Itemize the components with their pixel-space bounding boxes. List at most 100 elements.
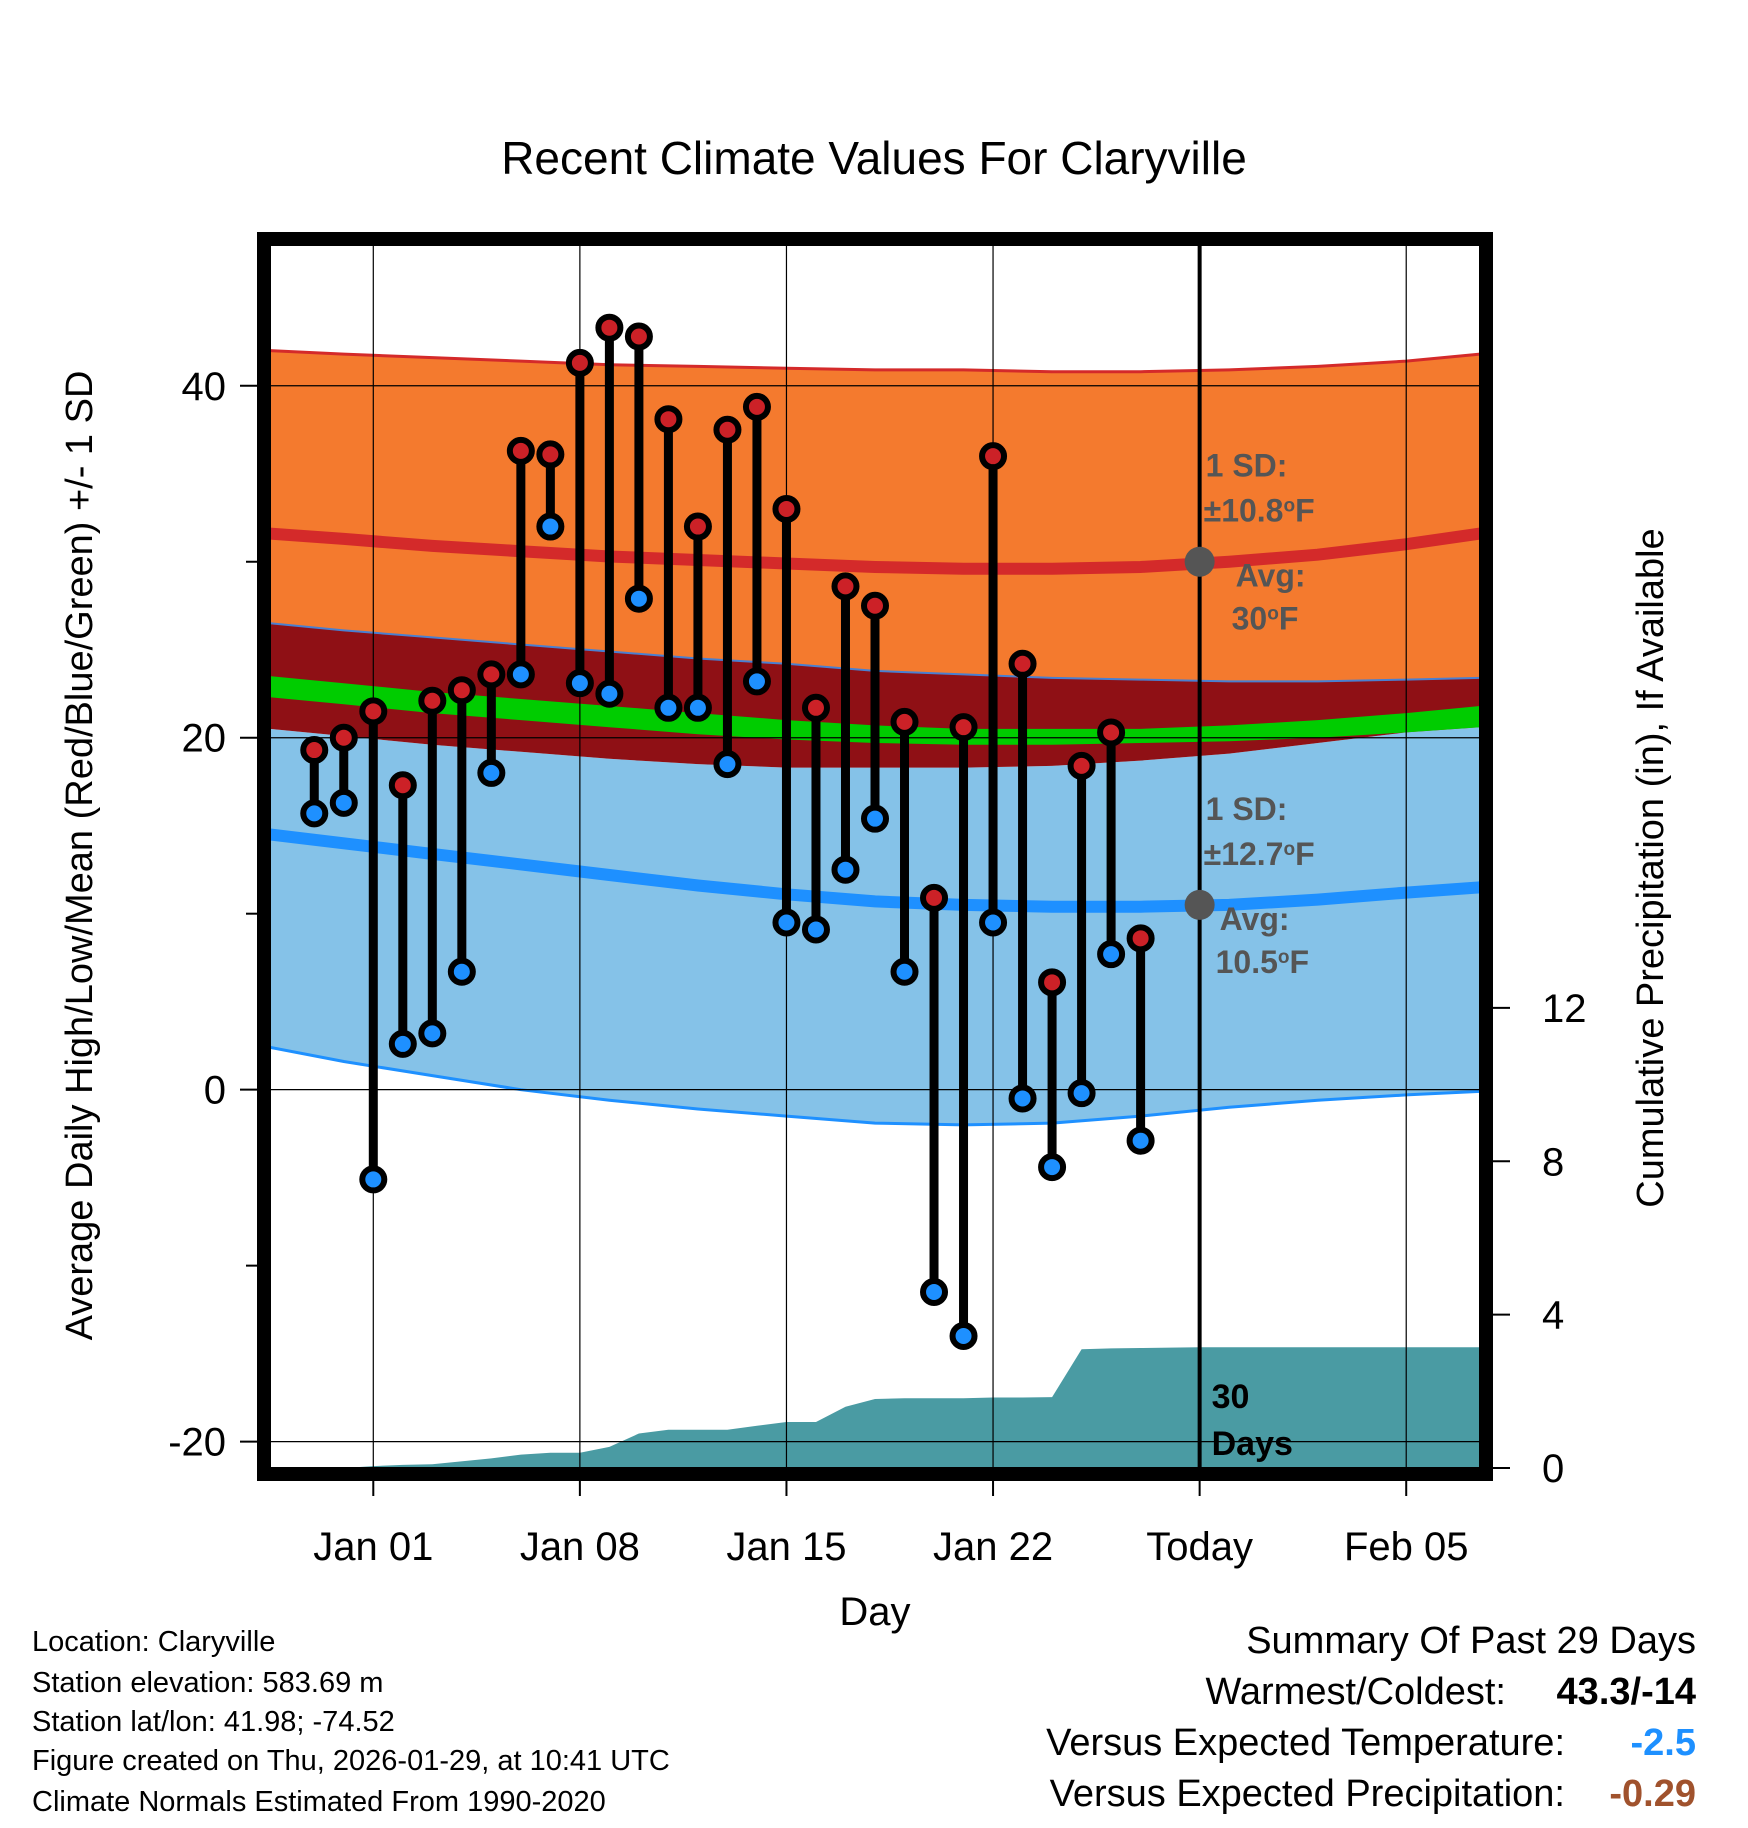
y-tick-label: 0 <box>204 1069 226 1113</box>
low-point <box>683 693 712 722</box>
warm-cold-value: 43.3/-14 <box>1556 1671 1696 1713</box>
high-point <box>565 348 594 377</box>
low-point <box>801 915 830 944</box>
low-point <box>920 1278 949 1307</box>
low-point <box>831 855 860 884</box>
low-point <box>329 788 358 817</box>
low-point <box>359 1165 388 1194</box>
y2-tick-label: 0 <box>1542 1447 1564 1491</box>
low-point <box>713 750 742 779</box>
low-point <box>447 957 476 986</box>
low-point <box>1008 1084 1037 1113</box>
low-point <box>1126 1126 1155 1155</box>
high-point <box>447 676 476 705</box>
x-tick-label: Jan 01 <box>313 1525 433 1569</box>
low-point <box>654 693 683 722</box>
low-avg-value: 10.5oF <box>1216 944 1309 980</box>
low-point <box>979 908 1008 937</box>
high-point <box>1067 751 1096 780</box>
high-point <box>890 707 919 736</box>
high-point <box>1097 718 1126 747</box>
high-sd-band <box>270 350 1480 682</box>
low-point <box>418 1019 447 1048</box>
low-point <box>1067 1079 1096 1108</box>
high-upper-line <box>270 349 1480 374</box>
low-avg-marker <box>1184 889 1215 920</box>
high-point <box>359 697 388 726</box>
y2-tick-label: 8 <box>1542 1140 1564 1184</box>
low-point <box>565 669 594 698</box>
high-point <box>329 723 358 752</box>
low-point <box>595 679 624 708</box>
high-point <box>624 322 653 351</box>
high-point <box>831 572 860 601</box>
low-sd-value: ±12.7oF <box>1204 836 1315 872</box>
y-tick-label: 20 <box>182 717 227 761</box>
low-point <box>742 667 771 696</box>
high-point <box>979 442 1008 471</box>
cumulative-precip-area <box>270 1347 1480 1468</box>
high-point <box>1126 924 1155 953</box>
high-point <box>300 736 329 765</box>
high-point <box>920 883 949 912</box>
y-tick-label: 40 <box>182 365 227 409</box>
high-point <box>1038 968 1067 997</box>
plot-content: 1 SD: ±10.8oF Avg: 30oF 1 SD: ±12.7oF Avg: 10.5… <box>270 245 1480 1468</box>
low-sd-title: 1 SD: <box>1206 791 1288 827</box>
low-point <box>772 908 801 937</box>
low-point <box>624 584 653 613</box>
high-point <box>742 392 771 421</box>
low-avg-title: Avg: <box>1220 901 1290 937</box>
high-point <box>801 693 830 722</box>
high-point <box>683 512 712 541</box>
high-point <box>949 713 978 742</box>
low-point <box>477 758 506 787</box>
mean-band <box>270 676 1480 745</box>
high-avg-value: 30oF <box>1232 601 1299 637</box>
low-point <box>861 804 889 833</box>
high-point <box>1008 649 1037 678</box>
low-point <box>1038 1153 1067 1182</box>
axes: -20 0 20 40 0 4 8 12 Jan 01 Jan 08 Jan 15 Jan 22 Tod… <box>59 365 1672 1634</box>
precip-anomaly-value: -0.29 <box>1609 1773 1696 1815</box>
high-point <box>506 436 535 465</box>
low-point <box>506 660 535 689</box>
x-tick-label: Jan 15 <box>726 1525 846 1569</box>
elevation-text: Station elevation: 583.69 m <box>32 1667 384 1699</box>
high-avg-title: Avg: <box>1236 558 1306 594</box>
high-point <box>713 415 742 444</box>
low-point <box>890 957 919 986</box>
x-tick-label: Feb 05 <box>1344 1525 1469 1569</box>
y2-axis-title: Cumulative Precipitation (in), If Availa… <box>1630 528 1672 1207</box>
plot-border <box>257 232 1493 1481</box>
high-point <box>388 771 417 800</box>
location-text: Location: Claryville <box>32 1626 276 1658</box>
x-tick-label: Jan 08 <box>520 1525 640 1569</box>
today-label-unit: Days <box>1212 1425 1293 1463</box>
plot-frame <box>257 232 1493 1481</box>
latlon-text: Station lat/lon: 41.98; -74.52 <box>32 1706 395 1738</box>
high-point <box>772 494 801 523</box>
high-average-line <box>270 527 1480 575</box>
low-point <box>1097 940 1126 969</box>
precip-anomaly-label: Versus Expected Precipitation: <box>1049 1773 1565 1815</box>
x-axis-title: Day <box>839 1590 910 1634</box>
high-sd-value: ±10.8oF <box>1204 493 1315 529</box>
y2-tick-label: 4 <box>1542 1294 1564 1338</box>
high-sd-title: 1 SD: <box>1206 448 1288 484</box>
chart-title: Recent Climate Values For Claryville <box>501 132 1247 184</box>
y-tick-label: -20 <box>168 1421 226 1465</box>
created-text: Figure created on Thu, 2026-01-29, at 10… <box>32 1745 670 1777</box>
high-point <box>654 405 683 434</box>
today-label-number: 30 <box>1212 1378 1250 1416</box>
low-point <box>949 1322 978 1351</box>
normals-text: Climate Normals Estimated From 1990-2020 <box>32 1786 606 1818</box>
high-point <box>418 686 447 715</box>
x-tick-label: Today <box>1146 1525 1253 1569</box>
y2-tick-label: 12 <box>1542 987 1587 1031</box>
low-point <box>388 1029 417 1058</box>
temp-anomaly-label: Versus Expected Temperature: <box>1046 1722 1565 1764</box>
warm-cold-label: Warmest/Coldest: <box>1205 1671 1506 1713</box>
low-point <box>536 512 565 541</box>
